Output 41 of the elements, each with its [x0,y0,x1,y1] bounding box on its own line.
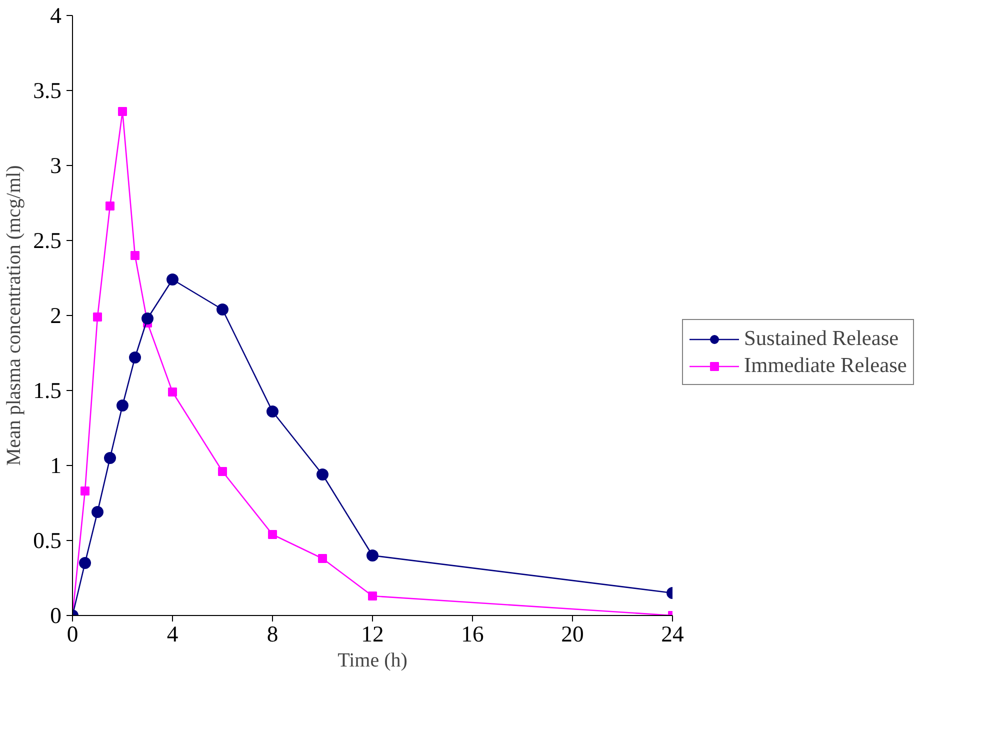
y-tick-label: 3 [50,153,62,178]
x-axis-title: Time (h) [338,650,408,672]
point [318,554,327,563]
legend-label: Immediate Release [744,353,907,378]
point [166,274,178,286]
point [93,312,102,322]
y-tick-label: 4 [50,3,62,28]
point [118,107,127,116]
y-tick-label: 2 [50,303,62,328]
y-tick-label: 0 [50,603,62,628]
point [366,550,378,562]
x-tick-label: 12 [361,622,384,646]
y-tick-label: 0.5 [33,528,62,553]
y-tick-label: 1.5 [33,378,62,403]
y-tick-label: 3.5 [33,78,62,103]
x-tick-label: 4 [166,622,178,646]
legend-label: Sustained Release [744,326,899,351]
x-tick-label: 24 [661,622,684,646]
x-tick-label: 0 [66,622,78,646]
point [106,202,114,210]
x-tick-label: 8 [266,622,278,646]
point [79,557,91,569]
point [218,467,227,476]
point [142,312,154,324]
x-tick-label: 20 [561,622,584,646]
point [104,452,116,464]
point [116,400,128,412]
y-tick-label: 1 [50,453,62,478]
point [266,406,278,418]
point [268,530,277,539]
point [80,486,90,496]
y-axis-title: Mean plasma concentration (mcg/ml) [3,165,26,466]
point [368,592,377,600]
point [129,352,141,364]
point [92,506,104,518]
point [130,251,140,260]
y-tick-label: 2.5 [33,228,62,253]
point [316,468,328,480]
point [216,304,228,316]
x-tick-label: 16 [461,622,484,646]
point [168,388,177,396]
